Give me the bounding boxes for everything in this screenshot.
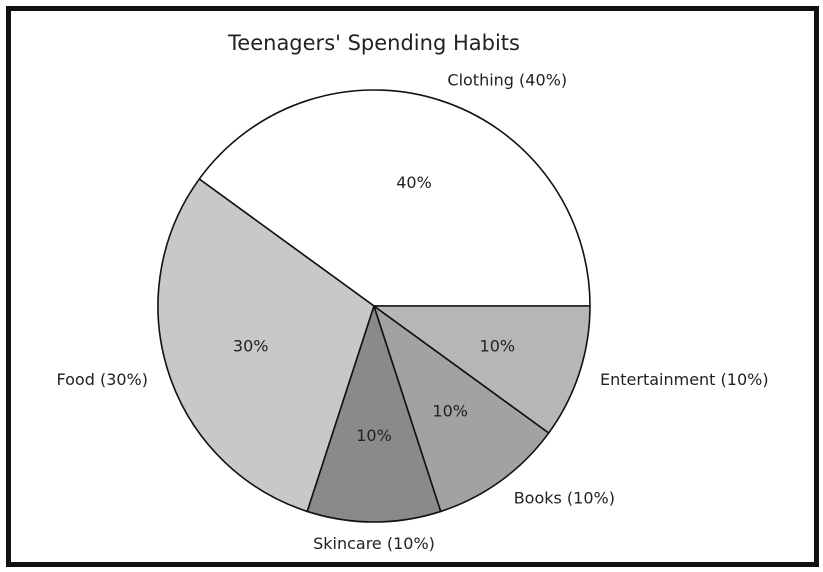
percentage-labels: 40% 30% 10% 10% 10% (233, 173, 515, 445)
slice-label-entertainment: Entertainment (10%) (600, 370, 769, 389)
slice-label-food: Food (30%) (57, 370, 149, 389)
pct-label-food: 30% (233, 337, 269, 356)
slice-labels: Clothing (40%) Food (30%) Skincare (10%) Bo… (57, 71, 769, 554)
pie-slice-books (373, 305, 550, 513)
pie-slice-skincare (306, 305, 442, 523)
slice-label-skincare: Skincare (10%) (313, 534, 435, 553)
pct-label-entertainment: 10% (480, 337, 516, 356)
pie-slices (157, 89, 591, 523)
slice-label-books: Books (10%) (514, 489, 615, 508)
pct-label-skincare: 10% (356, 426, 392, 445)
pct-label-books: 10% (432, 401, 468, 420)
chart-title: Teenagers' Spending Habits (227, 31, 520, 55)
pie-slice-food (157, 178, 375, 513)
slice-label-clothing: Clothing (40%) (447, 71, 567, 90)
pct-label-clothing: 40% (396, 173, 432, 192)
pie-slice-clothing (198, 89, 591, 307)
pie-slice-entertainment (373, 305, 591, 434)
